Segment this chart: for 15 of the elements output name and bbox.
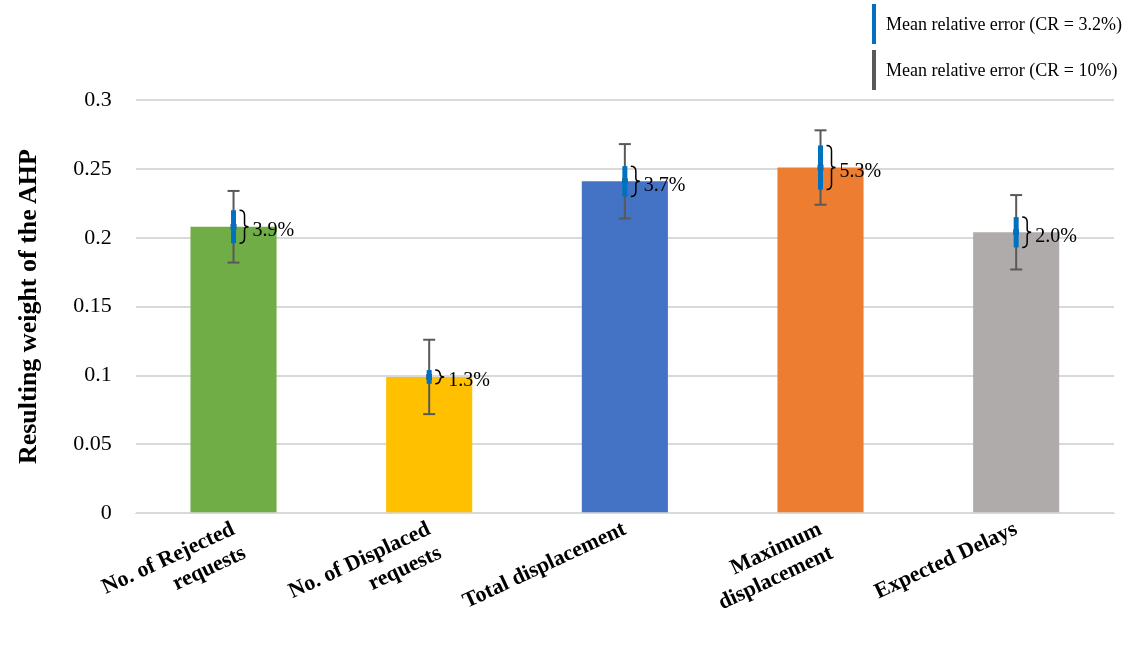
annotation: 5.3% — [839, 158, 882, 181]
y-tick-label: 0.25 — [73, 154, 112, 180]
legend-label: Mean relative error (CR = 3.2%) — [885, 13, 1122, 35]
annotation: 2.0% — [1035, 223, 1077, 246]
y-tick-label: 0.15 — [73, 292, 112, 318]
annotation: 3.7% — [643, 172, 686, 195]
y-tick-label: 0.2 — [84, 223, 112, 249]
annotation: 1.3% — [448, 368, 490, 391]
y-tick-label: 0.3 — [84, 85, 112, 111]
y-axis-title: Resulting weight of the AHP — [13, 149, 43, 465]
annotation: 3.9% — [252, 218, 295, 240]
y-tick-label: 0 — [100, 499, 112, 525]
legend-label: Mean relative error (CR = 10%) — [885, 59, 1118, 81]
y-tick-label: 0.05 — [73, 430, 112, 456]
y-tick-label: 0.1 — [84, 361, 112, 387]
